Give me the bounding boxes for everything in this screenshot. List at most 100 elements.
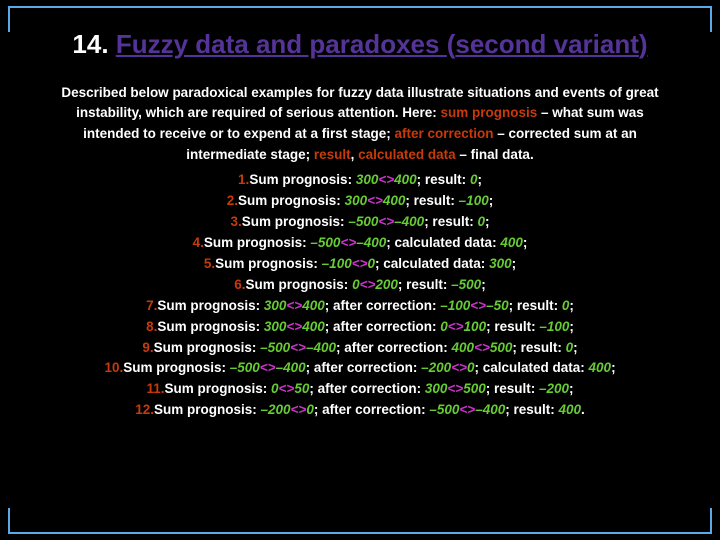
value: –400 bbox=[276, 360, 306, 375]
label-text: Sum prognosis: bbox=[215, 256, 322, 271]
label-text: ; bbox=[523, 235, 528, 250]
operator: <> bbox=[378, 214, 394, 229]
label-text: ; result: bbox=[486, 381, 539, 396]
value: –400 bbox=[394, 214, 424, 229]
label-text: ; after correction: bbox=[306, 360, 422, 375]
value: 400 bbox=[383, 193, 406, 208]
operator: <> bbox=[286, 319, 302, 334]
title-number: 14. bbox=[72, 29, 108, 59]
line-number: 11. bbox=[146, 381, 164, 396]
label-text: ; result: bbox=[405, 193, 458, 208]
label-text: Sum prognosis: bbox=[157, 298, 264, 313]
value: 50 bbox=[294, 381, 309, 396]
value: 0 bbox=[306, 402, 314, 417]
label-text: Sum prognosis: bbox=[249, 172, 356, 187]
operator: <> bbox=[470, 298, 486, 313]
operator: <> bbox=[448, 319, 464, 334]
label-text: Sum prognosis: bbox=[123, 360, 230, 375]
line-number: 9. bbox=[142, 340, 153, 355]
value: –100 bbox=[322, 256, 352, 271]
example-line: 8.Sum prognosis: 300<>400; after correct… bbox=[38, 317, 682, 338]
label-text: ; bbox=[569, 298, 574, 313]
label-text: Sum prognosis: bbox=[242, 214, 349, 229]
operator: <> bbox=[360, 277, 376, 292]
operator: <> bbox=[291, 402, 307, 417]
example-line: 3.Sum prognosis: –500<>–400; result: 0; bbox=[38, 212, 682, 233]
label-text: ; after correction: bbox=[314, 402, 430, 417]
value: 400 bbox=[500, 235, 523, 250]
value: 300 bbox=[489, 256, 512, 271]
label-text: ; after correction: bbox=[309, 381, 425, 396]
value: –100 bbox=[440, 298, 470, 313]
value: 500 bbox=[490, 340, 513, 355]
value: 0 bbox=[368, 256, 376, 271]
title-main: Fuzzy data and paradoxes (second variant… bbox=[116, 29, 648, 59]
value: 300 bbox=[425, 381, 448, 396]
line-number: 4. bbox=[193, 235, 204, 250]
value: 300 bbox=[264, 319, 287, 334]
label-text: ; bbox=[481, 277, 486, 292]
value: 400 bbox=[302, 319, 325, 334]
line-number: 10. bbox=[104, 360, 123, 375]
value: 400 bbox=[589, 360, 612, 375]
value: 400 bbox=[394, 172, 417, 187]
label-text: Sum prognosis: bbox=[238, 193, 345, 208]
operator: <> bbox=[451, 360, 467, 375]
example-line: 1.Sum prognosis: 300<>400; result: 0; bbox=[38, 170, 682, 191]
value: 300 bbox=[345, 193, 368, 208]
value: –500 bbox=[260, 340, 290, 355]
value: –500 bbox=[310, 235, 340, 250]
label-text: ; bbox=[489, 193, 494, 208]
value: 500 bbox=[463, 381, 486, 396]
keyword-after-correction: after correction bbox=[394, 126, 493, 141]
line-number: 1. bbox=[238, 172, 249, 187]
slide: 14. Fuzzy data and paradoxes (second var… bbox=[0, 0, 720, 540]
example-line: 9.Sum prognosis: –500<>–400; after corre… bbox=[38, 338, 682, 359]
keyword-result: result bbox=[314, 147, 351, 162]
value: 0 bbox=[352, 277, 360, 292]
operator: <> bbox=[290, 340, 306, 355]
keyword-sum-prognosis: sum prognosis bbox=[441, 105, 538, 120]
line-number: 2. bbox=[227, 193, 238, 208]
intro-text: – final data. bbox=[456, 147, 534, 162]
label-text: ; bbox=[611, 360, 616, 375]
operator: <> bbox=[260, 360, 276, 375]
value: –400 bbox=[475, 402, 505, 417]
operator: <> bbox=[340, 235, 356, 250]
value: 300 bbox=[356, 172, 379, 187]
label-text: ; calculated data: bbox=[474, 360, 588, 375]
label-text: Sum prognosis: bbox=[165, 381, 272, 396]
label-text: Sum prognosis: bbox=[246, 277, 353, 292]
label-text: Sum prognosis: bbox=[154, 402, 261, 417]
value: 400 bbox=[559, 402, 582, 417]
value: –500 bbox=[451, 277, 481, 292]
operator: <> bbox=[474, 340, 490, 355]
example-line: 4.Sum prognosis: –500<>–400; calculated … bbox=[38, 233, 682, 254]
value: –100 bbox=[539, 319, 569, 334]
example-line: 5.Sum prognosis: –100<>0; calculated dat… bbox=[38, 254, 682, 275]
line-number: 12. bbox=[135, 402, 154, 417]
example-line: 6.Sum prognosis: 0<>200; result: –500; bbox=[38, 275, 682, 296]
intro-paragraph: Described below paradoxical examples for… bbox=[50, 83, 670, 167]
line-number: 7. bbox=[146, 298, 157, 313]
keyword-calculated-data: calculated data bbox=[358, 147, 456, 162]
operator: <> bbox=[378, 172, 394, 187]
label-text: ; result: bbox=[424, 214, 477, 229]
value: –200 bbox=[421, 360, 451, 375]
example-line: 7.Sum prognosis: 300<>400; after correct… bbox=[38, 296, 682, 317]
label-text: Sum prognosis: bbox=[157, 319, 264, 334]
label-text: ; after correction: bbox=[336, 340, 452, 355]
line-number: 5. bbox=[204, 256, 215, 271]
label-text: ; bbox=[569, 381, 574, 396]
line-number: 3. bbox=[231, 214, 242, 229]
label-text: ; bbox=[512, 256, 517, 271]
value: 300 bbox=[264, 298, 287, 313]
operator: <> bbox=[459, 402, 475, 417]
value: –500 bbox=[429, 402, 459, 417]
value: –500 bbox=[230, 360, 260, 375]
label-text: ; bbox=[477, 172, 482, 187]
line-number: 6. bbox=[234, 277, 245, 292]
slide-title: 14. Fuzzy data and paradoxes (second var… bbox=[38, 28, 682, 61]
label-text: ; bbox=[485, 214, 490, 229]
label-text: . bbox=[581, 402, 585, 417]
